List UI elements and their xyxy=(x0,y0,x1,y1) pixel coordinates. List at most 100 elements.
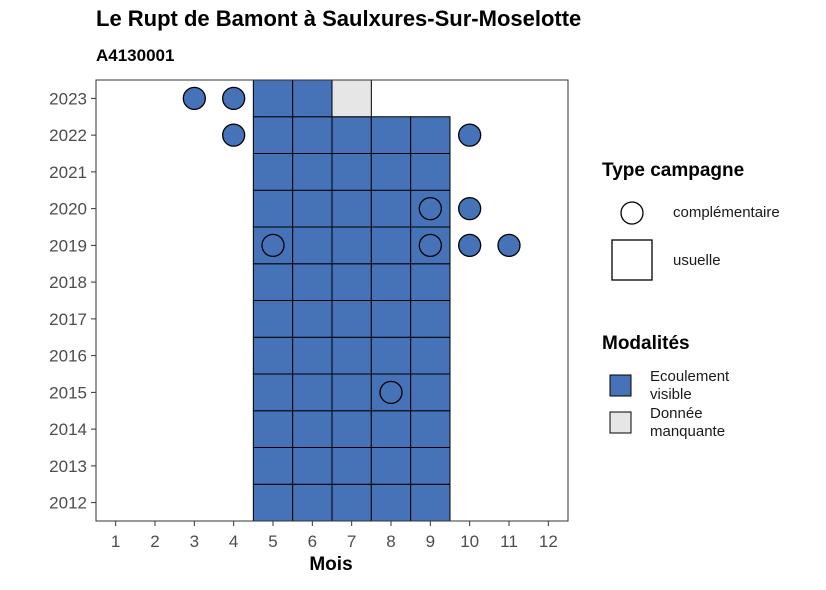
tile-2021-6 xyxy=(292,153,333,191)
x-tick-label-11: 11 xyxy=(500,532,518,551)
tile-2016-8 xyxy=(370,336,412,375)
tile-2015-9 xyxy=(410,373,451,412)
tile-2021-7 xyxy=(331,153,372,191)
tile-2016-5 xyxy=(252,336,294,375)
tile-2018-5 xyxy=(252,263,294,301)
tiles-layer xyxy=(252,79,451,522)
tile-2012-7 xyxy=(331,483,372,522)
legend-square-key xyxy=(611,239,653,281)
legend-modalite-ecoulement: Ecoulement visible xyxy=(650,368,729,404)
chart-title: Le Rupt de Bamont à Saulxures-Sur-Moselo… xyxy=(96,6,582,31)
x-tick-label-9: 9 xyxy=(426,532,435,551)
x-tick-label-2: 2 xyxy=(150,532,159,551)
tile-2012-9 xyxy=(410,483,451,522)
legend-type-complementaire: complémentaire xyxy=(673,204,780,221)
y-tick-label-2019: 2019 xyxy=(49,236,87,255)
x-tick-label-7: 7 xyxy=(347,532,356,551)
tile-2019-6 xyxy=(292,226,333,265)
point-2020-9 xyxy=(418,196,442,221)
point-2019-5 xyxy=(261,233,285,258)
tile-2014-9 xyxy=(410,410,451,448)
legend-modalite-ecoulement-line1: Ecoulement xyxy=(650,368,730,385)
tile-2013-8 xyxy=(370,447,412,485)
point-2019-11 xyxy=(497,233,521,258)
tile-2018-8 xyxy=(370,263,412,301)
tile-2022-9 xyxy=(410,116,451,154)
tile-2019-7 xyxy=(331,226,372,265)
tile-2013-7 xyxy=(331,447,372,485)
tile-2021-5 xyxy=(252,153,294,191)
y-tick-label-2016: 2016 xyxy=(49,347,87,366)
legend-modalite-ecoulement-line2: visible xyxy=(650,386,692,403)
x-tick-label-6: 6 xyxy=(308,532,317,551)
tile-2021-8 xyxy=(370,153,412,191)
legend-modalite-manquante-line1: Donnée xyxy=(650,405,703,422)
tile-2017-8 xyxy=(370,300,412,338)
tile-2015-6 xyxy=(292,373,333,412)
x-tick-label-5: 5 xyxy=(268,532,277,551)
tile-2017-5 xyxy=(252,300,294,338)
tile-2022-6 xyxy=(292,116,333,154)
legend-modalite-manquante-line2: manquante xyxy=(650,423,726,440)
y-tick-label-2014: 2014 xyxy=(49,420,87,439)
x-axis-label: Mois xyxy=(309,554,353,575)
x-tick-label-3: 3 xyxy=(190,532,199,551)
tile-2022-7 xyxy=(331,116,372,154)
tile-2018-6 xyxy=(292,263,333,301)
y-tick-label-2012: 2012 xyxy=(49,494,87,513)
tile-2012-5 xyxy=(252,483,294,522)
point-2022-4 xyxy=(222,123,246,147)
chart-subtitle: A4130001 xyxy=(96,46,175,65)
tile-2022-5 xyxy=(252,116,294,154)
legend-manquante-key xyxy=(609,411,632,434)
tile-2023-7 xyxy=(331,79,372,118)
legend-ecoulement-key xyxy=(609,374,632,397)
tile-2023-6 xyxy=(292,79,333,118)
tile-2015-7 xyxy=(331,373,372,412)
legend-type-title: Type campagne xyxy=(602,160,745,181)
y-tick-label-2017: 2017 xyxy=(49,310,87,329)
y-tick-label-2018: 2018 xyxy=(49,273,87,292)
tile-2020-6 xyxy=(292,189,333,228)
tile-2018-7 xyxy=(331,263,372,301)
tile-2015-5 xyxy=(252,373,294,412)
tile-2012-8 xyxy=(370,483,412,522)
tile-2013-9 xyxy=(410,447,451,485)
point-2023-4 xyxy=(222,86,246,111)
point-2015-8 xyxy=(379,380,403,405)
point-2020-10 xyxy=(458,196,482,221)
y-tick-label-2023: 2023 xyxy=(49,89,87,108)
point-2019-10 xyxy=(458,233,482,258)
y-tick-label-2013: 2013 xyxy=(49,457,87,476)
tile-2013-5 xyxy=(252,447,294,485)
tile-2016-6 xyxy=(292,336,333,375)
legend-modalite-manquante: Donnée manquante xyxy=(650,405,725,441)
tile-2017-6 xyxy=(292,300,333,338)
x-tick-label-12: 12 xyxy=(539,532,558,551)
y-tick-label-2015: 2015 xyxy=(49,383,87,402)
x-axis: 1 2 3 4 5 6 7 8 9 10 11 12 xyxy=(111,521,558,551)
tile-2017-7 xyxy=(331,300,372,338)
point-2019-9 xyxy=(418,233,442,258)
tile-2016-7 xyxy=(331,336,372,375)
y-tick-label-2022: 2022 xyxy=(49,126,87,145)
plot-panel-border xyxy=(95,79,569,522)
tile-2014-6 xyxy=(292,410,333,448)
x-tick-label-4: 4 xyxy=(229,532,238,551)
tile-2012-6 xyxy=(292,483,333,522)
x-tick-label-10: 10 xyxy=(460,532,479,551)
tile-2016-9 xyxy=(410,336,451,375)
tile-2014-5 xyxy=(252,410,294,448)
tile-2021-9 xyxy=(410,153,451,191)
legend-modalites-title: Modalités xyxy=(602,333,690,354)
legend-shapes xyxy=(609,201,653,434)
x-tick-label-1: 1 xyxy=(111,532,120,551)
tile-2013-6 xyxy=(292,447,333,485)
point-2022-10 xyxy=(458,123,482,147)
tile-2017-9 xyxy=(410,300,451,338)
y-axis: 2012 2013 2014 2015 2016 2017 2018 2019 2020 2021… xyxy=(49,89,96,513)
tile-2019-8 xyxy=(370,226,412,265)
tile-2023-5 xyxy=(252,79,294,118)
legend-circle-key xyxy=(620,201,644,225)
